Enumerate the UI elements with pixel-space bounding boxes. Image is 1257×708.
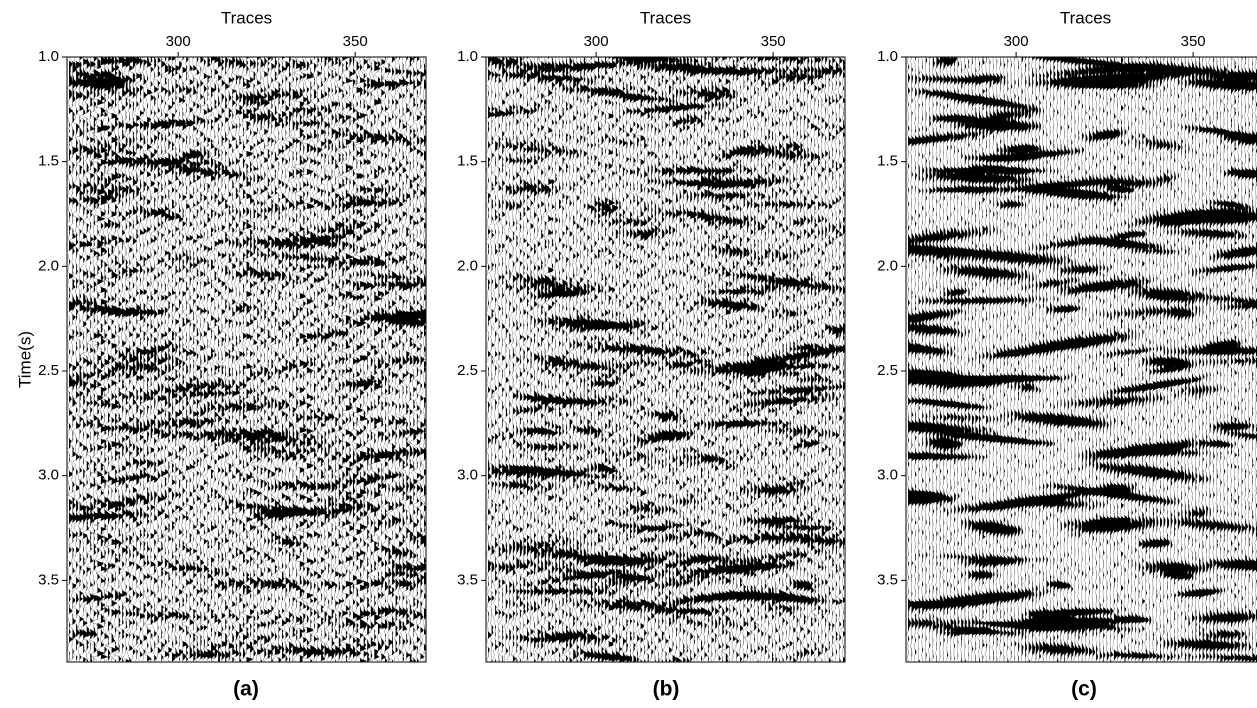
x-tick-label: 350: [1181, 33, 1206, 50]
wiggle-lines: [906, 57, 1257, 662]
y-tick-label: 2.5: [877, 362, 898, 379]
y-tick-label: 1.0: [457, 48, 478, 65]
x-tick-label: 300: [166, 33, 191, 50]
panel-label: (c): [1071, 678, 1097, 701]
x-axis-title: Traces: [640, 8, 691, 27]
x-tick-label: 350: [343, 33, 368, 50]
y-tick-label: 1.5: [457, 153, 478, 170]
frame: [905, 56, 1257, 663]
x-axis-title: Traces: [221, 8, 272, 27]
y-axis-title: Time(s): [15, 331, 34, 388]
y-tick-label: 3.5: [38, 571, 59, 588]
y-tick-label: 1.0: [38, 48, 59, 65]
x-tick-label: 300: [1004, 33, 1029, 50]
y-tick-label: 2.0: [457, 257, 478, 274]
y-tick-label: 3.5: [877, 571, 898, 588]
y-tick-label: 2.5: [38, 362, 59, 379]
panel-label: (b): [653, 678, 680, 701]
y-tick-label: 2.5: [457, 362, 478, 379]
seismic-section: [67, 57, 426, 662]
y-tick-label: 3.5: [457, 571, 478, 588]
wiggle-lines: [486, 57, 845, 662]
y-tick-label: 2.0: [38, 257, 59, 274]
x-tick-label: 350: [761, 33, 786, 50]
panel: 300 350 1.0 1.5 2.0 2.5 3.0 3.5 Traces (b): [457, 8, 846, 701]
panel: 300 350 1.0 1.5 2.0 2.5 3.0 3.5 Traces (c): [877, 8, 1257, 701]
y-tick-label: 1.0: [877, 48, 898, 65]
y-tick-label: 1.5: [38, 153, 59, 170]
frame: [66, 56, 427, 663]
x-tick-label: 300: [584, 33, 609, 50]
frame: [485, 56, 846, 663]
y-tick-label: 2.0: [877, 257, 898, 274]
panel: 300 350 1.0 1.5 2.0 2.5 3.0 3.5 Traces Time(s) (a): [15, 8, 427, 701]
seismic-section: [906, 57, 1257, 662]
wiggle-fill: [908, 57, 1257, 662]
wiggle-fill: [488, 57, 845, 662]
y-tick-label: 1.5: [877, 153, 898, 170]
panel-label: (a): [233, 678, 259, 701]
y-tick-label: 3.0: [457, 467, 478, 484]
wiggle-fill: [69, 57, 426, 662]
y-tick-label: 3.0: [38, 467, 59, 484]
y-tick-label: 3.0: [877, 467, 898, 484]
seismic-section: [486, 57, 845, 662]
x-axis-title: Traces: [1060, 8, 1111, 27]
